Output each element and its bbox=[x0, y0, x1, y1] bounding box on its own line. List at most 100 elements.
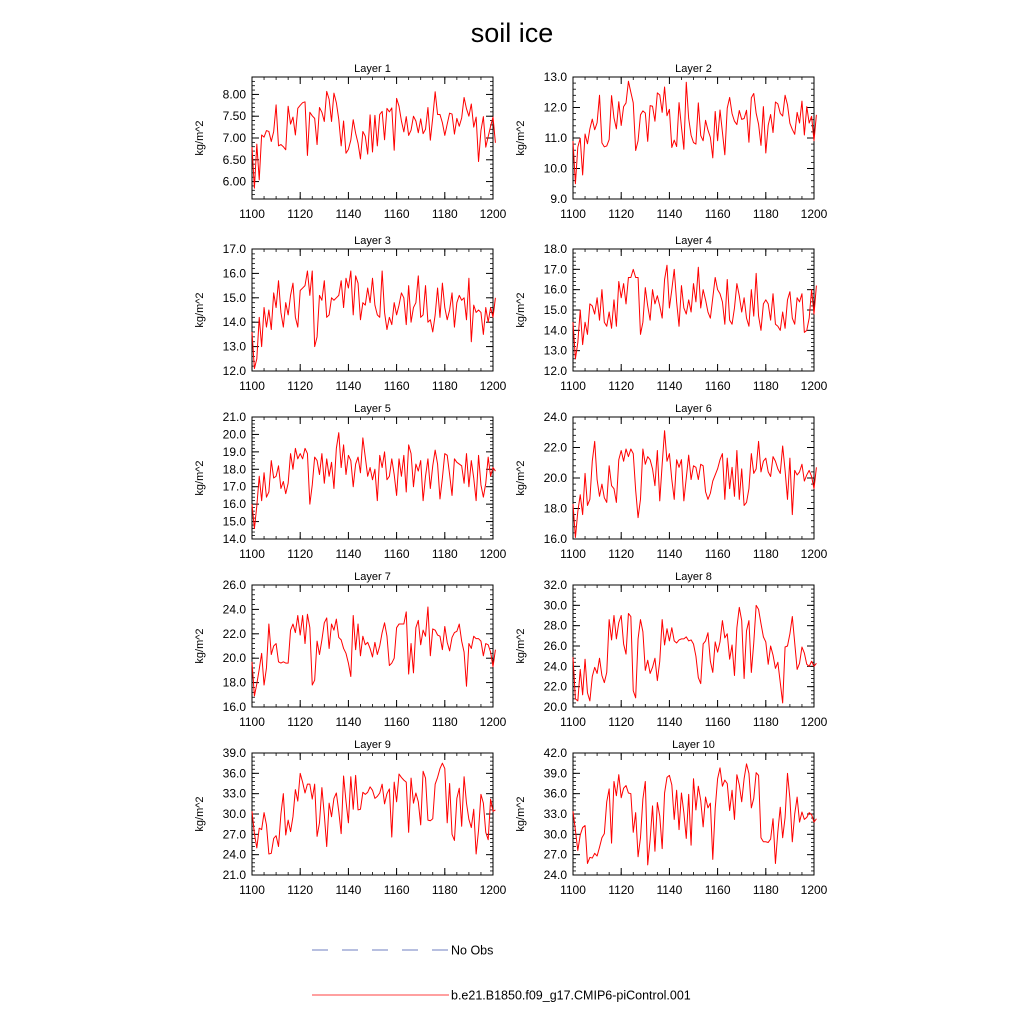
y-tick-label: 15.0 bbox=[544, 303, 568, 317]
x-tick-label: 1160 bbox=[384, 207, 410, 221]
x-tick-label: 1120 bbox=[608, 379, 634, 393]
y-tick-label: 7.00 bbox=[223, 131, 247, 145]
y-tick-label: 14.0 bbox=[223, 532, 247, 546]
panel-3: Layer 3 kg/m^2 1100 1120 1140 1160 1180 1200 12.… bbox=[194, 235, 507, 393]
plot-frame bbox=[251, 76, 494, 200]
x-tick-label: 1140 bbox=[335, 547, 361, 561]
x-tick-label: 1160 bbox=[384, 883, 410, 897]
x-tick-label: 1180 bbox=[432, 207, 458, 221]
plot-frame bbox=[572, 752, 815, 876]
x-tick-label: 1120 bbox=[287, 715, 313, 729]
model-series-line bbox=[572, 604, 817, 704]
y-tick-label: 24.0 bbox=[223, 602, 247, 616]
figure-title: soil ice bbox=[471, 18, 554, 48]
x-tick-label: 1160 bbox=[705, 379, 731, 393]
y-tick-label: 30.0 bbox=[544, 827, 568, 841]
y-tick-label: 39.0 bbox=[544, 766, 568, 780]
x-tick-label: 1140 bbox=[335, 883, 361, 897]
y-tick-label: 14.0 bbox=[544, 323, 568, 337]
panel-5: Layer 5 kg/m^2 1100 1120 1140 1160 1180 1200 14.… bbox=[194, 403, 507, 561]
y-axis-label: kg/m^2 bbox=[515, 796, 527, 831]
y-tick-label: 17.0 bbox=[223, 480, 247, 494]
x-tick-label: 1140 bbox=[656, 379, 682, 393]
x-tick-label: 1180 bbox=[753, 379, 779, 393]
y-tick-label: 13.0 bbox=[544, 70, 568, 84]
x-tick-label: 1200 bbox=[480, 715, 507, 729]
x-tick-label: 1200 bbox=[480, 883, 507, 897]
y-tick-label: 16.0 bbox=[223, 266, 247, 280]
x-tick-label: 1160 bbox=[384, 547, 410, 561]
model-series-line bbox=[251, 762, 496, 855]
panel-title: Layer 8 bbox=[675, 571, 712, 583]
x-tick-label: 1180 bbox=[753, 547, 779, 561]
x-tick-label: 1200 bbox=[801, 715, 828, 729]
plot-frame bbox=[251, 752, 494, 876]
model-series-line bbox=[251, 90, 496, 189]
x-tick-label: 1180 bbox=[753, 207, 779, 221]
x-tick-label: 1100 bbox=[560, 547, 586, 561]
x-tick-label: 1180 bbox=[432, 883, 458, 897]
x-tick-label: 1100 bbox=[239, 379, 265, 393]
x-tick-label: 1180 bbox=[753, 715, 779, 729]
panel-title: Layer 1 bbox=[354, 63, 391, 75]
panel-title: Layer 5 bbox=[354, 403, 391, 415]
x-tick-label: 1200 bbox=[801, 883, 828, 897]
y-tick-label: 7.50 bbox=[223, 109, 247, 123]
y-tick-label: 16.0 bbox=[544, 532, 568, 546]
y-axis-label: kg/m^2 bbox=[194, 796, 206, 831]
x-tick-label: 1160 bbox=[384, 379, 410, 393]
panel-1: Layer 1 kg/m^2 1100 1120 1140 1160 1180 1200 6.0… bbox=[194, 63, 507, 221]
panel-title: Layer 10 bbox=[672, 739, 715, 751]
x-tick-label: 1200 bbox=[801, 379, 828, 393]
x-tick-label: 1180 bbox=[432, 547, 458, 561]
x-tick-label: 1120 bbox=[608, 715, 634, 729]
panel-7: Layer 7 kg/m^2 1100 1120 1140 1160 1180 1200 16.… bbox=[194, 571, 507, 729]
y-axis-label: kg/m^2 bbox=[515, 460, 527, 495]
x-tick-label: 1180 bbox=[432, 715, 458, 729]
y-tick-label: 30.0 bbox=[223, 807, 247, 821]
x-tick-label: 1200 bbox=[801, 547, 828, 561]
y-tick-label: 12.0 bbox=[544, 364, 568, 378]
y-axis-label: kg/m^2 bbox=[194, 120, 206, 155]
panel-title: Layer 4 bbox=[675, 235, 712, 247]
x-tick-label: 1100 bbox=[560, 883, 586, 897]
model-series-line bbox=[251, 270, 496, 370]
y-tick-label: 15.0 bbox=[223, 291, 247, 305]
model-series-line bbox=[572, 80, 817, 185]
y-tick-label: 16.0 bbox=[223, 700, 247, 714]
x-tick-label: 1160 bbox=[705, 715, 731, 729]
y-tick-label: 12.0 bbox=[223, 364, 247, 378]
x-tick-label: 1140 bbox=[656, 715, 682, 729]
y-tick-label: 6.00 bbox=[223, 175, 247, 189]
x-tick-label: 1100 bbox=[239, 883, 265, 897]
x-tick-label: 1200 bbox=[480, 547, 507, 561]
x-tick-label: 1120 bbox=[287, 547, 313, 561]
x-tick-label: 1200 bbox=[480, 379, 507, 393]
x-tick-label: 1140 bbox=[335, 715, 361, 729]
x-tick-label: 1160 bbox=[705, 207, 731, 221]
y-axis-label: kg/m^2 bbox=[515, 120, 527, 155]
x-tick-label: 1160 bbox=[705, 883, 731, 897]
y-tick-label: 26.0 bbox=[544, 639, 568, 653]
y-tick-label: 33.0 bbox=[223, 787, 247, 801]
y-tick-label: 16.0 bbox=[223, 497, 247, 511]
model-series-line bbox=[572, 430, 817, 538]
panel-8: Layer 8 kg/m^2 1100 1120 1140 1160 1180 1200 20.… bbox=[515, 571, 828, 729]
panel-9: Layer 9 kg/m^2 1100 1120 1140 1160 1180 1200 21.… bbox=[194, 739, 507, 897]
x-tick-label: 1120 bbox=[287, 379, 313, 393]
y-tick-label: 12.0 bbox=[544, 101, 568, 115]
y-tick-label: 27.0 bbox=[223, 827, 247, 841]
y-tick-label: 15.0 bbox=[223, 515, 247, 529]
y-tick-label: 20.0 bbox=[223, 651, 247, 665]
y-tick-label: 22.0 bbox=[223, 627, 247, 641]
x-tick-label: 1140 bbox=[656, 883, 682, 897]
panel-title: Layer 9 bbox=[354, 739, 391, 751]
x-tick-label: 1180 bbox=[432, 379, 458, 393]
x-tick-label: 1100 bbox=[560, 207, 586, 221]
x-tick-label: 1200 bbox=[801, 207, 828, 221]
y-tick-label: 11.0 bbox=[545, 131, 568, 145]
y-tick-label: 24.0 bbox=[544, 659, 568, 673]
y-tick-label: 13.0 bbox=[544, 344, 568, 358]
plot-frame bbox=[251, 248, 494, 372]
